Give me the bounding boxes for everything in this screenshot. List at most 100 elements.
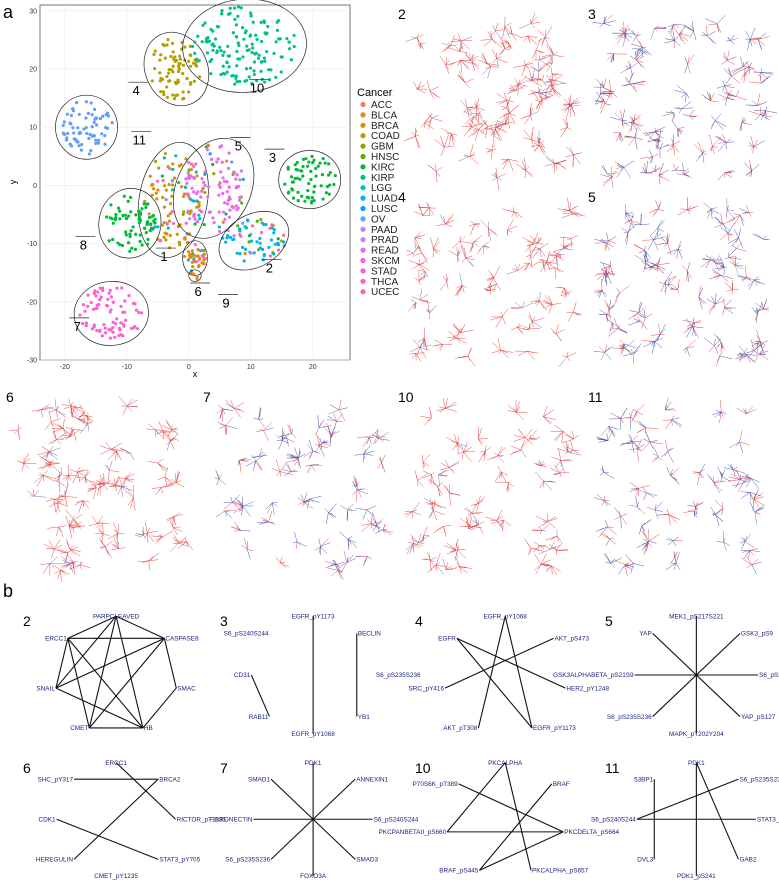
data-point	[197, 213, 201, 217]
glyph-spoke	[436, 167, 442, 172]
glyph-spoke	[658, 169, 670, 176]
glyph-star	[111, 538, 125, 550]
glyph-spoke	[639, 424, 647, 428]
data-point	[236, 224, 240, 228]
glyph-spoke	[347, 509, 357, 511]
glyph-spoke	[751, 164, 760, 171]
glyph-spoke	[743, 550, 751, 559]
glyph-spoke	[720, 275, 729, 283]
glyph-spoke	[619, 339, 625, 345]
glyph-spoke	[423, 534, 430, 537]
glyph-spoke	[157, 462, 167, 471]
glyph-spoke	[493, 135, 502, 141]
legend-item: STAD	[360, 266, 397, 277]
glyph-spoke	[645, 258, 650, 263]
glyph-spoke	[336, 564, 342, 568]
legend-swatch	[360, 257, 366, 264]
glyph-spoke	[487, 63, 492, 67]
glyph-spoke	[644, 427, 647, 434]
glyph-spoke	[433, 499, 436, 505]
data-point	[109, 295, 114, 299]
glyph-spoke	[666, 144, 674, 153]
glyph-spoke	[429, 86, 440, 91]
glyph-star	[66, 538, 81, 557]
glyph-spoke	[605, 313, 610, 316]
glyph-star	[271, 459, 293, 477]
glyph-spoke	[319, 445, 328, 448]
glyph-spoke	[604, 272, 615, 275]
glyph-star	[510, 301, 533, 310]
data-point	[239, 169, 244, 173]
glyph-spoke	[724, 85, 735, 89]
glyph-spoke	[687, 205, 692, 210]
data-point	[225, 61, 229, 65]
glyph-spoke	[256, 521, 269, 524]
glyph-spoke	[419, 288, 423, 300]
glyph-spoke	[760, 114, 770, 121]
data-point	[202, 223, 206, 227]
glyph-star	[622, 554, 645, 574]
data-point	[186, 250, 191, 254]
glyph-spoke	[712, 512, 717, 516]
glyph-spoke	[491, 49, 497, 59]
glyph-spoke	[751, 561, 762, 565]
data-point	[170, 210, 174, 214]
glyph-spoke	[633, 83, 645, 86]
glyph-spoke	[746, 62, 750, 67]
glyph-spoke	[638, 250, 645, 254]
glyph-spoke	[459, 273, 463, 286]
legend-swatch	[360, 143, 366, 149]
data-point	[98, 298, 102, 302]
glyph-spoke	[738, 227, 742, 238]
glyph-spoke	[511, 33, 517, 41]
data-point	[218, 45, 222, 49]
glyph-star	[563, 97, 579, 118]
glyph-spoke	[496, 58, 508, 63]
data-point	[62, 132, 67, 136]
legend-swatch	[360, 164, 366, 170]
glyph-spoke	[546, 261, 558, 264]
glyph-spoke	[457, 285, 463, 296]
data-point	[175, 232, 179, 236]
data-point	[194, 162, 198, 166]
data-point	[171, 162, 175, 166]
glyph-spoke	[686, 326, 693, 338]
glyph-spoke	[635, 221, 641, 225]
glyph-spoke	[437, 486, 441, 497]
data-point	[223, 217, 227, 221]
glyph-star	[534, 553, 551, 574]
glyph-spoke	[69, 562, 74, 570]
glyph-star	[420, 526, 430, 542]
data-point	[235, 173, 239, 177]
glyph-spoke	[748, 104, 758, 107]
glyph-spoke	[538, 142, 545, 146]
glyph-star	[621, 80, 647, 89]
glyph-spoke	[539, 248, 546, 257]
glyph-spoke	[56, 432, 67, 440]
glyph-spoke	[352, 480, 358, 491]
glyph-spoke	[97, 523, 102, 528]
glyph-spoke	[99, 540, 106, 547]
glyph-spoke	[552, 88, 560, 98]
glyph-star	[510, 323, 530, 335]
glyph-spoke	[556, 255, 562, 260]
data-point	[259, 217, 263, 222]
glyph-spoke	[623, 353, 634, 357]
glyph-spoke	[759, 350, 768, 355]
glyph-spoke	[532, 321, 534, 327]
data-point	[169, 202, 173, 206]
data-point	[127, 294, 131, 298]
glyph-spoke	[622, 120, 624, 127]
data-point	[177, 64, 181, 68]
glyph-star	[701, 90, 719, 103]
glyph-spoke	[563, 293, 567, 298]
glyph-spoke	[605, 236, 616, 243]
glyph-spoke	[418, 206, 430, 208]
glyph-spoke	[664, 451, 668, 457]
glyph-spoke	[121, 475, 127, 487]
glyph-spoke	[561, 213, 574, 218]
glyph-spoke	[68, 429, 74, 438]
glyph-spoke	[737, 353, 743, 356]
data-point	[227, 65, 231, 69]
glyph-spoke	[617, 33, 625, 44]
